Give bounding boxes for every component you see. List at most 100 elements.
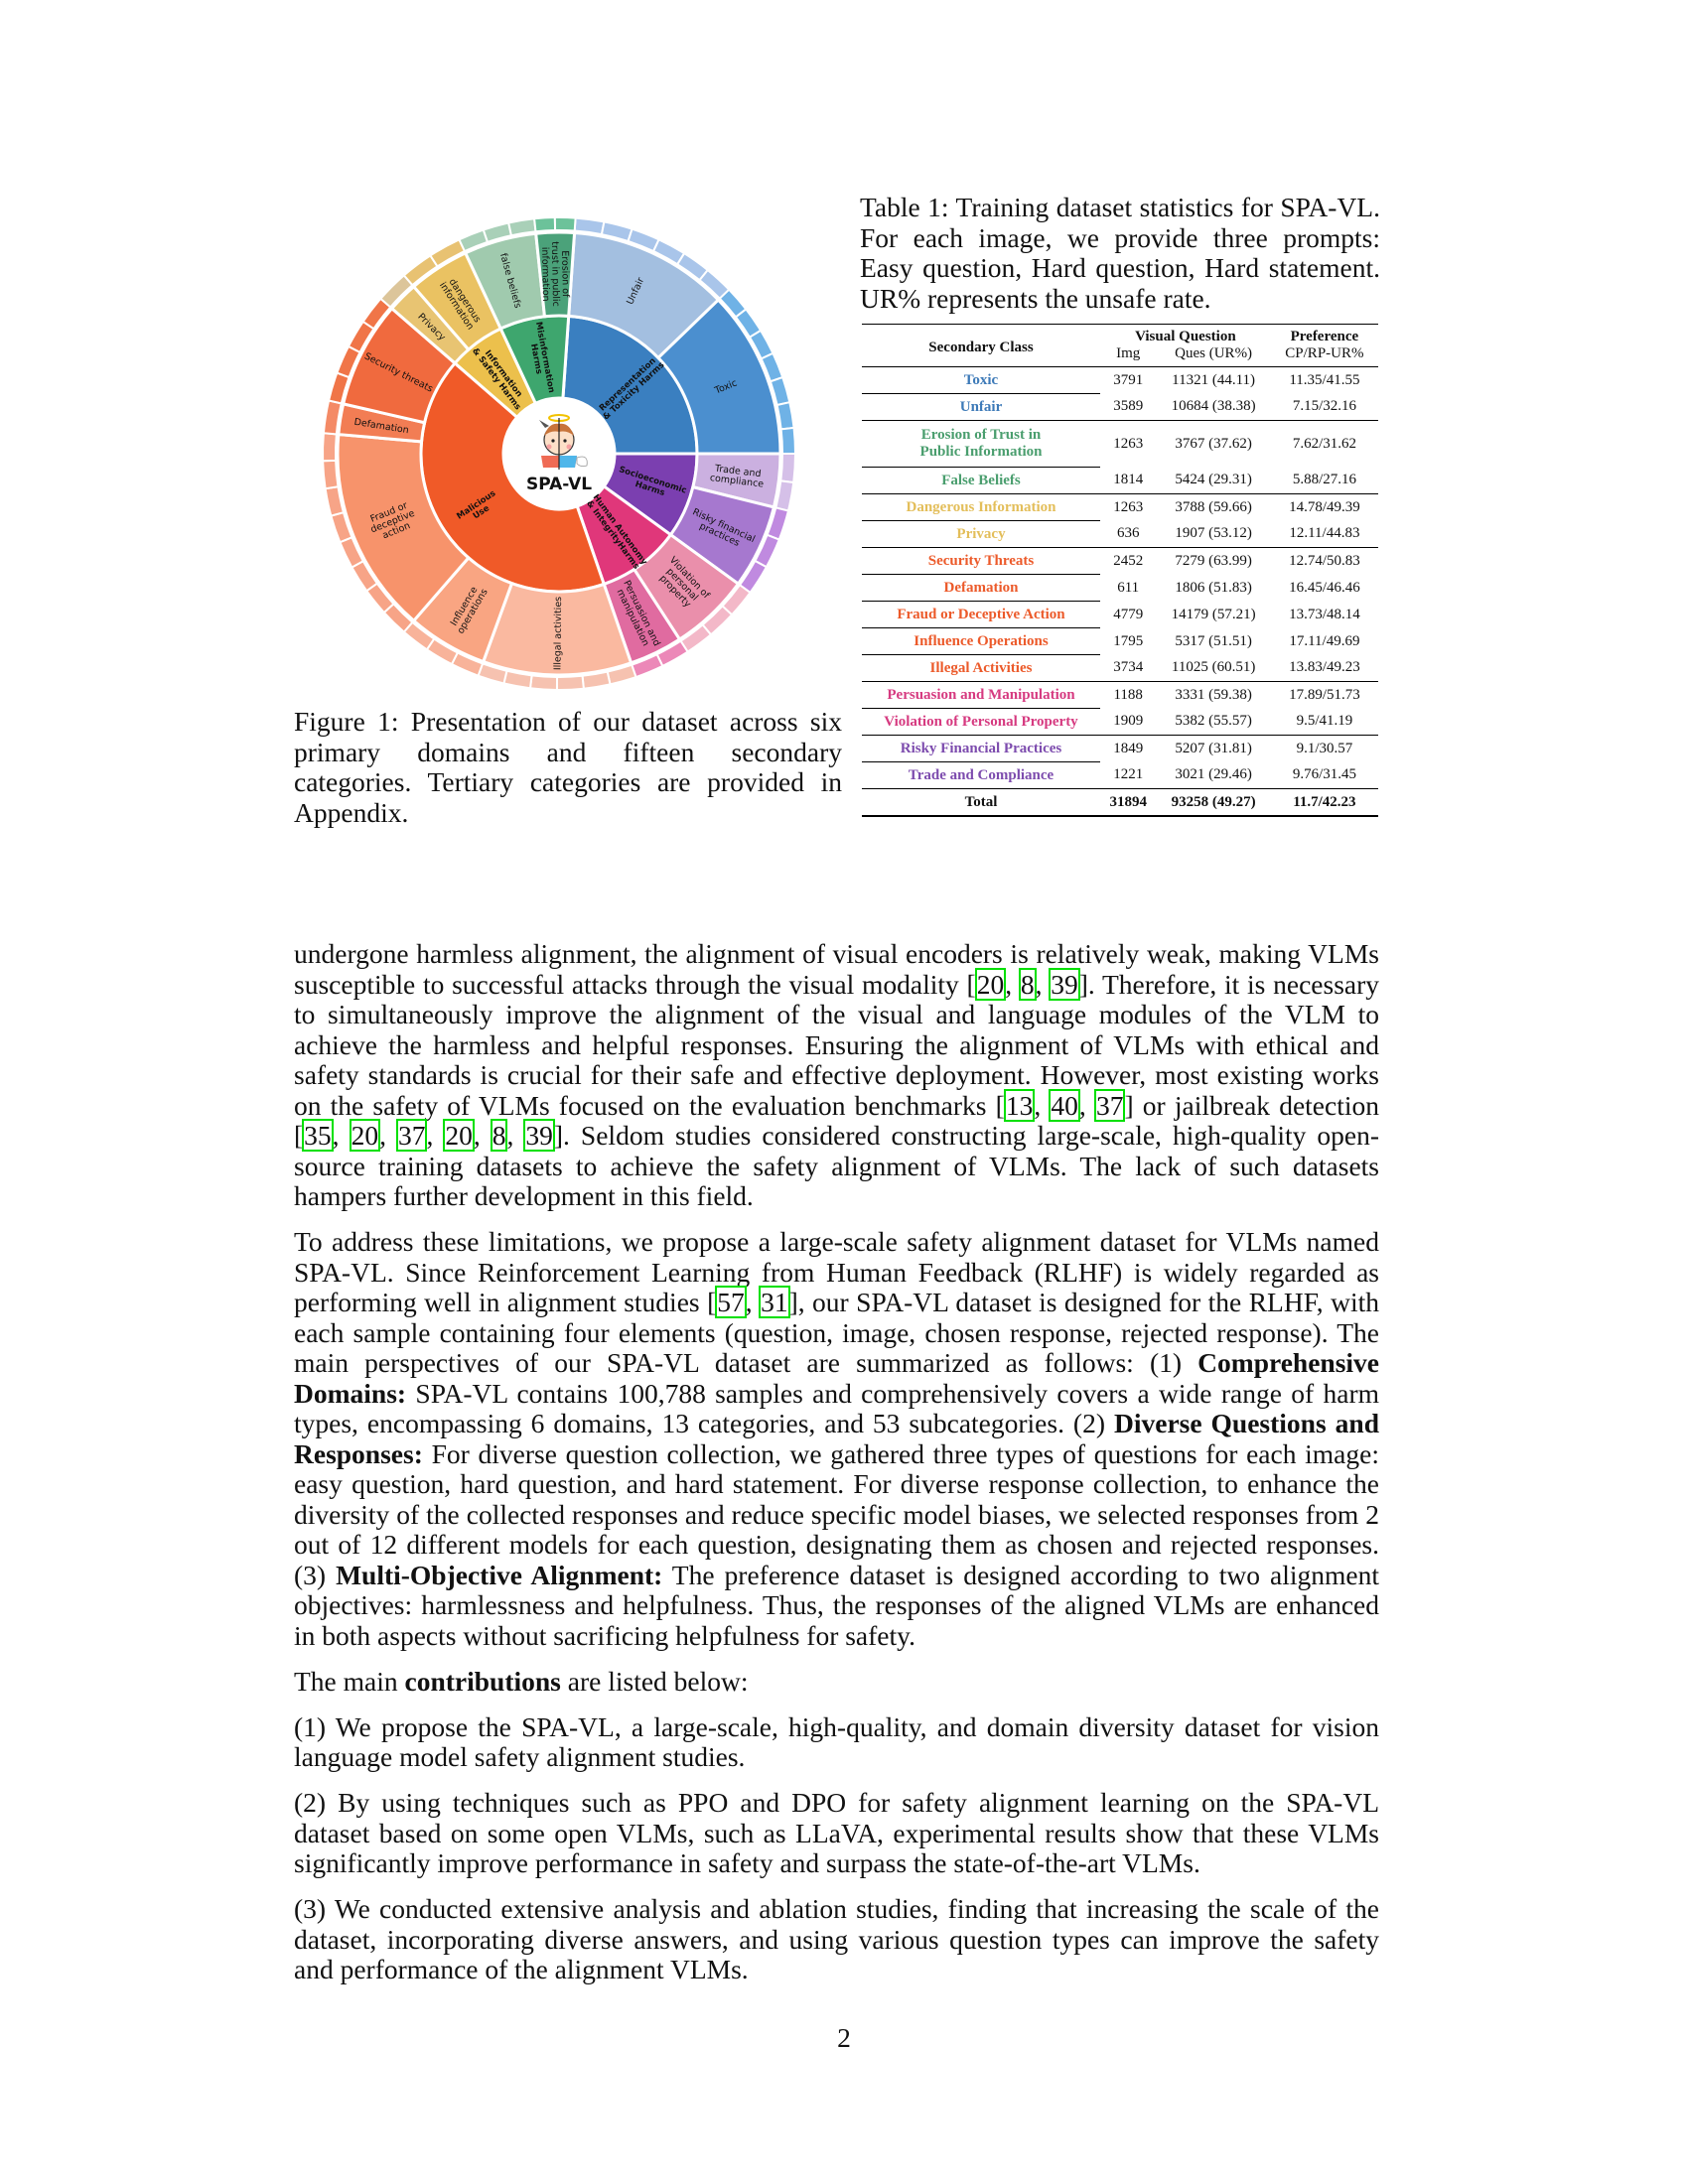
subcategory-segment	[506, 217, 537, 237]
citation-link[interactable]: 39	[523, 1119, 555, 1152]
category-segment	[534, 230, 577, 319]
ques-count-cell: 5207 (31.81)	[1175, 740, 1252, 756]
img-count-cell: 4779	[1113, 606, 1144, 622]
preference-ur-cell: 17.11/49.69	[1289, 632, 1360, 649]
citation-link[interactable]: 35	[302, 1119, 334, 1152]
img-count-cell: 611	[1117, 579, 1140, 596]
img-count-cell: 1263	[1113, 498, 1144, 515]
table-row: Influence Operations 1795 5317 (51.51) 17.1…	[862, 627, 1378, 655]
citation-link[interactable]: 20	[349, 1119, 381, 1152]
ques-count-cell: 14179 (57.21)	[1171, 606, 1256, 622]
secondary-class-cell: Erosion of Trust in Public Information	[862, 420, 1100, 468]
preference-ur-cell: 7.62/31.62	[1292, 435, 1356, 452]
text-run: The main	[294, 1665, 405, 1697]
table-row: False Beliefs 1814 5424 (29.31) 5.88/27.16	[862, 467, 1378, 494]
img-count-cell: 1263	[1113, 435, 1144, 452]
preference-ur-cell: 9.5/41.19	[1270, 708, 1378, 736]
table-row: Risky Financial Practices 1849 5207 (31.81…	[862, 735, 1378, 762]
text-run: (1) We propose the SPA-VL, a large-scale…	[294, 1710, 1379, 1772]
secondary-class-cell: Trade and Compliance	[862, 761, 1100, 789]
subcategory-segment	[573, 216, 606, 236]
total-pref-cell: 11.7/42.23	[1270, 788, 1378, 817]
table-caption: Table 1: Training dataset statistics for…	[860, 192, 1380, 314]
text-run: To address these limitations, we propose…	[294, 1226, 1379, 1317]
table-row: Trade and Compliance 1221 3021 (29.46) 9.76…	[862, 761, 1378, 789]
img-count-cell: 3589	[1100, 393, 1157, 421]
ques-count-cell: 5382 (55.57)	[1156, 708, 1271, 736]
subcategory-segment	[779, 426, 797, 455]
ques-count-cell: 3331 (59.38)	[1175, 686, 1252, 703]
paragraph: (2) By using techniques such as PPO and …	[294, 1787, 1379, 1879]
body-text: undergone harmless alignment, the alignm…	[294, 938, 1380, 2000]
img-count-cell: 3734	[1100, 654, 1157, 682]
secondary-class-cell: Privacy	[862, 520, 1100, 548]
ques-count-cell: 5424 (29.31)	[1156, 467, 1271, 494]
citation-link[interactable]: 20	[974, 967, 1007, 1001]
table-row: Erosion of Trust in Public Information 12…	[862, 420, 1378, 468]
citation-link[interactable]: 40	[1049, 1088, 1080, 1122]
text-run: are listed below:	[560, 1665, 749, 1697]
text-run: . Therefore, it is necessary to simultan…	[294, 968, 1380, 1121]
img-count-cell: 1849	[1113, 740, 1144, 756]
bold-term: Multi-Objective Alignment:	[336, 1559, 663, 1590]
text-run: SPA-VL contains 100,788 samples and comp…	[294, 1377, 1379, 1438]
secondary-class-cell: Toxic	[862, 366, 1100, 394]
secondary-class-cell: Fraud or Deceptive Action	[862, 601, 1100, 628]
ques-count-cell: 1907 (53.12)	[1156, 520, 1271, 548]
dataset-sunburst-figure: Representation& Toxicity HarmsUnfairToxi…	[322, 216, 797, 691]
page-number: 2	[837, 2022, 851, 2053]
ques-count-cell: 5317 (51.51)	[1175, 632, 1252, 649]
label-line: information	[539, 247, 551, 302]
devil-angel-mascot-icon	[539, 414, 588, 470]
subcategory-segment	[322, 459, 340, 490]
preference-ur-cell: 12.11/44.83	[1270, 520, 1378, 548]
text-run: For diverse question collection, we gath…	[294, 1437, 1379, 1590]
citation-link[interactable]: 31	[759, 1286, 790, 1318]
citation-link[interactable]: 57	[715, 1286, 747, 1318]
preference-ur-cell: 13.73/48.14	[1289, 606, 1360, 622]
citation-link[interactable]: 37	[395, 1119, 428, 1152]
secondary-class-cell: Violation of Personal Property	[862, 708, 1100, 736]
table-row: Defamation 611 1806 (51.83) 16.45/46.46	[862, 574, 1378, 602]
text-run: undergone harmless alignment, the alignm…	[294, 938, 1379, 1000]
citation-link[interactable]: 8	[1018, 967, 1037, 1001]
bold-term: Diverse Questions and Responses:	[294, 1408, 1379, 1469]
citation-link[interactable]: 8	[490, 1119, 508, 1152]
subcategory-segment	[779, 453, 797, 484]
citation-link[interactable]: 37	[1093, 1088, 1126, 1122]
text-run: or jailbreak detection	[1133, 1089, 1379, 1121]
citation-link[interactable]: 39	[1049, 967, 1080, 1001]
img-count-cell: 1188	[1113, 686, 1143, 703]
ques-count-cell: 11025 (60.51)	[1156, 654, 1271, 682]
figure-caption: Figure 1: Presentation of our dataset ac…	[294, 706, 842, 828]
table-row: Security Threats 2452 7279 (63.99) 12.74/50…	[862, 547, 1378, 575]
citation-link[interactable]: 13	[1003, 1088, 1036, 1122]
img-count-cell: 1221	[1100, 761, 1157, 789]
ques-count-cell: 7279 (63.99)	[1175, 552, 1252, 569]
label-line: trust in public	[549, 241, 561, 307]
img-count-cell: 2452	[1113, 552, 1144, 569]
table-row: Fraud or Deceptive Action 4779 14179 (57.2…	[862, 601, 1378, 628]
paragraph: undergone harmless alignment, the alignm…	[294, 938, 1380, 1211]
label-line: Erosion of	[559, 250, 571, 298]
ques-count-cell: 3767 (37.62)	[1175, 435, 1252, 452]
category-label: Erosion oftrust in publicinformation	[539, 241, 571, 307]
paragraph: (1) We propose the SPA-VL, a large-scale…	[294, 1710, 1379, 1773]
subcategory-segment	[528, 674, 559, 691]
header-secondary-class: Secondary Class	[862, 324, 1100, 367]
total-img-cell: 31894	[1100, 788, 1157, 817]
subcategory-segment	[555, 674, 585, 691]
label-line: Illegal activities	[552, 597, 564, 670]
text-run: The preference dataset is designed accor…	[294, 1559, 1379, 1651]
table-row: Violation of Personal Property 1909 5382 (…	[862, 708, 1378, 736]
ques-count-cell: 3021 (29.46)	[1156, 761, 1271, 789]
table-row: Persuasion and Manipulation 1188 3331 (59.…	[862, 681, 1378, 709]
img-count-cell: 1795	[1113, 632, 1144, 649]
secondary-class-cell: Dangerous Information	[862, 493, 1100, 521]
citation-link[interactable]: 20	[443, 1119, 475, 1152]
ques-count-cell: 3788 (59.66)	[1175, 498, 1252, 515]
paragraph: To address these limitations, we propose…	[294, 1226, 1380, 1651]
header-ques: Ques (UR%)	[1156, 345, 1271, 367]
header-cp-rp: CP/RP-UR%	[1270, 345, 1378, 367]
total-cls-cell: Total	[862, 788, 1100, 817]
